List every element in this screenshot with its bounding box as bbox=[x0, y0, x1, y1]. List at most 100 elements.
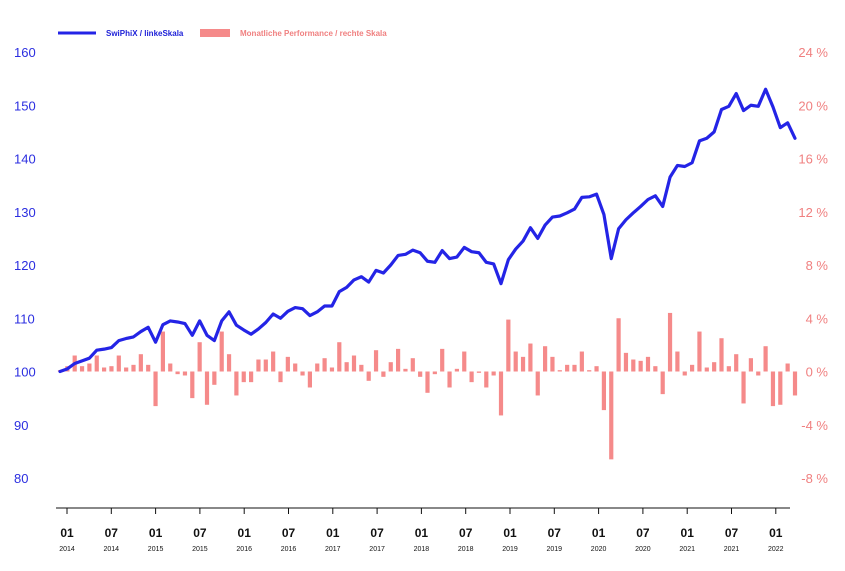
performance-bar bbox=[388, 362, 393, 372]
performance-bar bbox=[285, 356, 290, 372]
performance-bar bbox=[175, 371, 180, 375]
legend-bar-swatch bbox=[200, 29, 230, 37]
performance-bar bbox=[653, 366, 658, 372]
performance-bar bbox=[425, 371, 430, 393]
right-tick-label: 12 % bbox=[798, 205, 828, 220]
performance-bar bbox=[138, 354, 143, 372]
performance-bar bbox=[520, 356, 526, 372]
x-tick-year: 2015 bbox=[192, 546, 208, 553]
performance-bar bbox=[484, 371, 489, 388]
x-tick-month: 01 bbox=[769, 526, 783, 540]
performance-bar bbox=[785, 363, 790, 372]
performance-bar bbox=[756, 371, 761, 376]
left-tick-label: 160 bbox=[14, 45, 36, 60]
performance-bar bbox=[226, 354, 232, 372]
x-tick-year: 2019 bbox=[547, 546, 563, 553]
x-tick-year: 2017 bbox=[369, 546, 385, 553]
performance-bar bbox=[763, 346, 768, 372]
right-tick-label: 16 % bbox=[798, 152, 828, 167]
performance-bar bbox=[513, 351, 518, 372]
performance-bar bbox=[234, 371, 239, 396]
performance-bar bbox=[734, 354, 739, 372]
x-tick-month: 01 bbox=[238, 526, 252, 540]
performance-bar bbox=[476, 371, 482, 373]
right-tick-label: 24 % bbox=[798, 45, 828, 60]
left-tick-label: 110 bbox=[14, 311, 35, 326]
x-tick-month: 01 bbox=[681, 526, 695, 540]
performance-bar bbox=[770, 371, 776, 407]
x-tick-month: 07 bbox=[193, 526, 207, 540]
performance-bar bbox=[381, 371, 386, 377]
performance-bar bbox=[447, 371, 452, 388]
performance-bar bbox=[322, 358, 327, 372]
performance-bar bbox=[160, 331, 165, 372]
performance-bar bbox=[609, 371, 614, 460]
performance-bar bbox=[278, 371, 283, 383]
x-tick-year: 2017 bbox=[325, 546, 341, 553]
right-tick-label: -8 % bbox=[801, 471, 828, 486]
performance-bar bbox=[410, 358, 415, 372]
performance-bar bbox=[168, 363, 173, 372]
performance-bar bbox=[792, 371, 798, 396]
performance-bar bbox=[197, 342, 202, 372]
performance-bar bbox=[315, 363, 320, 372]
performance-bar bbox=[109, 366, 114, 372]
performance-bar bbox=[645, 356, 651, 372]
x-tick-month: 07 bbox=[548, 526, 562, 540]
x-tick-year: 2022 bbox=[768, 546, 784, 553]
performance-bar bbox=[87, 363, 92, 372]
performance-bar bbox=[256, 359, 261, 372]
performance-bar bbox=[440, 348, 445, 372]
chart-legend: SwiPhiX / linkeSkala Monatliche Performa… bbox=[58, 29, 387, 38]
performance-bar bbox=[704, 367, 709, 372]
x-tick-year: 2021 bbox=[679, 546, 695, 553]
x-axis: 01 2014 07 2014 01 2015 07 2015 01 2016 07 2016 01 20… bbox=[59, 508, 784, 553]
x-tick-month: 07 bbox=[105, 526, 119, 540]
left-tick-label: 80 bbox=[14, 471, 28, 486]
performance-bar bbox=[454, 368, 459, 372]
x-tick-month: 01 bbox=[149, 526, 163, 540]
performance-bar bbox=[153, 371, 158, 407]
x-tick-month: 01 bbox=[592, 526, 606, 540]
right-tick-label: 0 % bbox=[806, 365, 829, 380]
performance-bar bbox=[682, 371, 687, 376]
legend-label-line: SwiPhiX / linkeSkala bbox=[106, 29, 184, 38]
performance-bar bbox=[241, 371, 246, 383]
performance-bar bbox=[102, 367, 107, 372]
performance-bar bbox=[219, 331, 224, 372]
left-tick-label: 130 bbox=[14, 205, 36, 220]
performance-bar bbox=[300, 371, 305, 376]
performance-bar bbox=[263, 359, 268, 372]
performance-bar bbox=[351, 355, 357, 372]
x-tick-year: 2021 bbox=[724, 546, 740, 553]
performance-bar bbox=[506, 319, 511, 372]
performance-bar bbox=[690, 364, 695, 372]
performance-bar bbox=[116, 355, 121, 372]
performance-bar bbox=[498, 371, 504, 416]
performance-bar bbox=[579, 351, 584, 372]
x-tick-year: 2019 bbox=[502, 546, 518, 553]
left-y-axis: 160 150 140 130 120 110 100 90 80 bbox=[14, 45, 36, 486]
performance-bar bbox=[623, 352, 629, 372]
performance-bar bbox=[631, 359, 636, 372]
x-tick-year: 2015 bbox=[148, 546, 164, 553]
performance-bar bbox=[565, 364, 570, 372]
x-tick-month: 01 bbox=[415, 526, 429, 540]
performance-bar bbox=[726, 366, 731, 372]
performance-bar bbox=[667, 312, 673, 372]
performance-bar bbox=[329, 367, 335, 372]
right-tick-label: -4 % bbox=[801, 418, 828, 433]
x-tick-year: 2020 bbox=[591, 546, 607, 553]
x-tick-year: 2016 bbox=[281, 546, 297, 553]
performance-bar bbox=[124, 367, 129, 372]
left-tick-label: 120 bbox=[14, 258, 36, 273]
x-tick-year: 2014 bbox=[104, 546, 120, 553]
x-tick-year: 2018 bbox=[458, 546, 474, 553]
performance-bar bbox=[712, 362, 717, 372]
right-tick-label: 4 % bbox=[806, 311, 829, 326]
x-tick-year: 2020 bbox=[635, 546, 651, 553]
performance-bar bbox=[550, 356, 555, 372]
x-tick-year: 2014 bbox=[59, 546, 75, 553]
performance-bar bbox=[403, 368, 408, 372]
performance-bar bbox=[543, 346, 548, 372]
